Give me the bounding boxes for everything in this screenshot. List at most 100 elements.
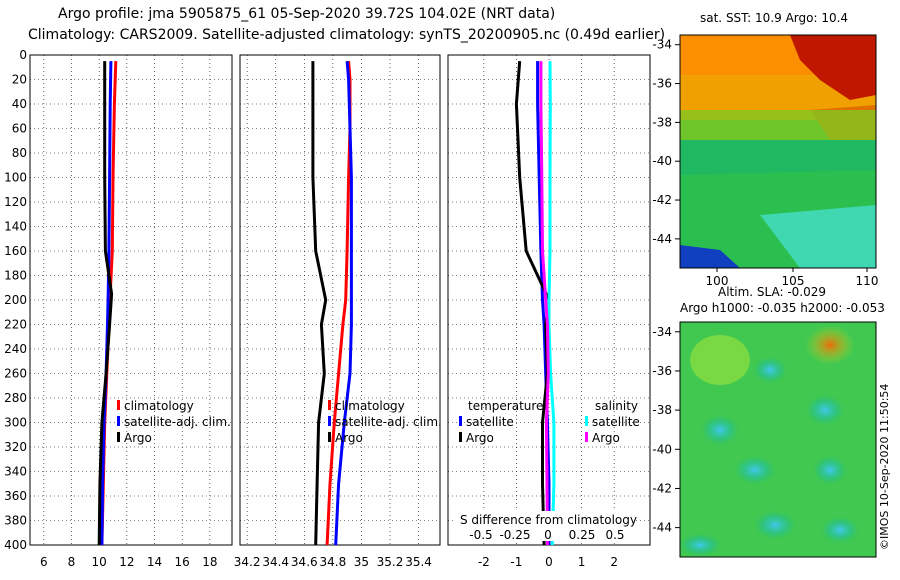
x-tick-label: 0 (545, 555, 553, 569)
x-tick-label: -1 (510, 555, 522, 569)
y-tick-label: 400 (4, 538, 27, 552)
y-tick-label: 260 (4, 367, 27, 381)
y-tick-label: 60 (12, 122, 27, 136)
secondary-tick-label: 0.25 (569, 528, 596, 542)
series-line-salinity-argo (539, 61, 550, 546)
lat-tick-label: -34 (652, 38, 672, 52)
lon-tick-label: 100 (706, 274, 729, 288)
x-tick-label: 35.2 (377, 555, 404, 569)
legend-label: climatology (335, 399, 405, 413)
sst-map-label: sat. SST: 10.9 Argo: 10.4 (700, 11, 849, 25)
profile-panel-3: -2 -1 0 1 2 temperature salinity satellite Argo s… (447, 54, 651, 569)
page-title: Argo profile: jma 5905875_61 05-Sep-2020… (58, 6, 556, 22)
series-line-satellite-adj-clim- (334, 60, 353, 546)
y-tick-label: 100 (4, 171, 27, 185)
y-tick-label: 220 (4, 318, 27, 332)
legend-label: climatology (124, 399, 194, 413)
y-tick-label: 300 (4, 416, 27, 430)
x-tick-label: 8 (68, 555, 76, 569)
y-tick-label: 160 (4, 244, 27, 258)
legend-label: Argo (335, 431, 363, 445)
legend-label: satellite (466, 415, 514, 429)
legend-swatch (585, 416, 588, 426)
y-tick-label: 80 (12, 146, 27, 160)
legend-swatch (328, 400, 331, 410)
lat-tick-label: -36 (652, 77, 672, 91)
legend-swatch (117, 416, 120, 426)
x-tick-label: -2 (478, 555, 490, 569)
legend-swatch (328, 416, 331, 426)
y-tick-label: 380 (4, 514, 27, 528)
y-tick-label: 180 (4, 269, 27, 283)
secondary-tick-label: 0.5 (605, 528, 624, 542)
y-tick-label: 140 (4, 220, 27, 234)
y-tick-label: 240 (4, 342, 27, 356)
secondary-tick-label: 0 (544, 528, 552, 542)
lat-tick-label: -38 (652, 403, 672, 417)
legend-label: satellite (592, 415, 640, 429)
sla-map: -34 -36 -38 -40 -42 -44 (652, 321, 877, 558)
argo-height-label: Argo h1000: -0.035 h2000: -0.053 (680, 301, 885, 315)
series-line-argo (97, 61, 114, 546)
secondary-axis-bg (455, 511, 635, 541)
legend-swatch (459, 416, 462, 426)
page-subtitle: Climatology: CARS2009. Satellite-adjuste… (28, 27, 666, 43)
profile-panel-1: 6 8 10 12 14 16 180204060801001201401601802002… (4, 48, 233, 569)
altimetry-label: Altim. SLA: -0.029 (718, 285, 827, 299)
lon-tick-label: 105 (782, 274, 805, 288)
y-tick-label: 360 (4, 489, 27, 503)
secondary-tick-label: -0.5 (469, 528, 492, 542)
legend-swatch (117, 400, 120, 410)
x-tick-label: 34.4 (262, 555, 289, 569)
series-line-salinity-satellite (547, 61, 556, 546)
y-tick-label: 20 (12, 73, 27, 87)
legend-swatch (117, 432, 120, 442)
lat-tick-label: -38 (652, 115, 672, 129)
lat-tick-label: -44 (652, 232, 672, 246)
legend-header: temperature (468, 399, 543, 413)
x-tick-label: 1 (578, 555, 586, 569)
lat-tick-label: -40 (652, 154, 672, 168)
legend-label: Argo (466, 431, 494, 445)
x-tick-label: 10 (92, 555, 107, 569)
lat-tick-label: -44 (652, 521, 672, 535)
lat-tick-label: -40 (652, 442, 672, 456)
x-tick-label: 12 (119, 555, 134, 569)
x-tick-label: 6 (40, 555, 48, 569)
x-tick-label: 35.4 (405, 555, 432, 569)
x-tick-label: 34.8 (319, 555, 346, 569)
lat-tick-label: -42 (652, 193, 672, 207)
x-tick-label: 2 (610, 555, 618, 569)
x-tick-label: 16 (175, 555, 190, 569)
y-tick-label: 340 (4, 465, 27, 479)
lon-tick-label: 110 (856, 274, 879, 288)
series-line-satellite-adj-clim- (100, 61, 113, 546)
legend-label: Argo (124, 431, 152, 445)
profile-panel-2: 34.2 34.4 34.6 34.8 35 35.2 35.4 climatology sat… (234, 54, 442, 569)
x-tick-label: 34.2 (234, 555, 261, 569)
secondary-tick-label: -0.25 (499, 528, 530, 542)
lat-tick-label: -36 (652, 364, 672, 378)
y-tick-label: 120 (4, 195, 27, 209)
legend-label: satellite-adj. clim. (335, 415, 442, 429)
x-tick-label: 14 (147, 555, 162, 569)
lat-tick-label: -34 (652, 325, 672, 339)
y-tick-label: 40 (12, 97, 27, 111)
legend-header: salinity (595, 399, 638, 413)
sst-map: -34 -36 -38 -40 -42 -44 100 105 110 (652, 34, 879, 288)
lat-tick-label: -42 (652, 481, 672, 495)
y-tick-label: 320 (4, 440, 27, 454)
legend-swatch (585, 432, 588, 442)
x-tick-label: 18 (202, 555, 217, 569)
y-tick-label: 0 (19, 48, 27, 62)
x-tick-label: 35 (354, 555, 369, 569)
secondary-axis-label: S difference from climatology (460, 513, 637, 527)
legend-swatch (328, 432, 331, 442)
x-tick-label: 34.6 (291, 555, 318, 569)
y-tick-label: 280 (4, 391, 27, 405)
y-tick-label: 200 (4, 293, 27, 307)
legend-swatch (459, 432, 462, 442)
series-line-argo (311, 61, 328, 546)
legend-label: satellite-adj. clim. (124, 415, 231, 429)
